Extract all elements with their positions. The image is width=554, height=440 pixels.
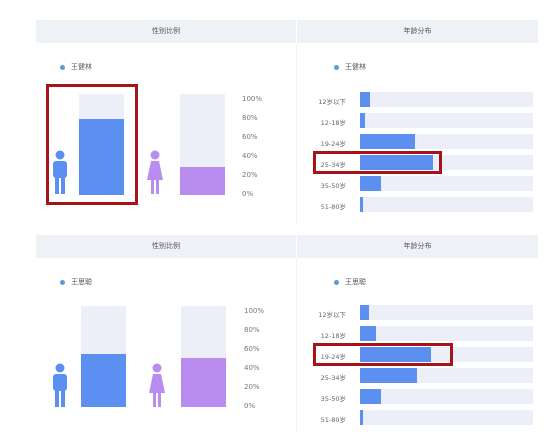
legend-dot-icon [334, 64, 339, 70]
legend-label: 王思聪 [71, 278, 92, 286]
age-bar-fill [360, 113, 366, 128]
age-section-header: 年龄分布 [297, 235, 538, 258]
age-label: 12岁以下 [318, 311, 346, 319]
age-label: 51-80岁 [320, 203, 346, 211]
female-person-icon [146, 150, 164, 194]
section-divider [296, 258, 297, 433]
legend-dot-icon [60, 279, 65, 285]
gender-section-header: 性别比例 [36, 235, 296, 258]
age-bar-fill [360, 92, 371, 107]
age-legend[interactable]: 王健林 [334, 62, 366, 72]
age-bar-track[interactable] [360, 326, 533, 341]
age-label: 35-50岁 [320, 182, 346, 190]
age-bar-fill [360, 410, 364, 425]
legend-label: 王健林 [71, 63, 92, 71]
age-highlight-box [313, 343, 453, 366]
age-bar-fill [360, 197, 364, 212]
age-highlight-box [313, 151, 442, 174]
y-tick-label: 0% [242, 190, 254, 198]
y-tick-label: 100% [242, 95, 263, 103]
age-label: 25-34岁 [320, 374, 346, 382]
male-bar-fill [81, 354, 126, 407]
age-bar-fill [360, 155, 433, 170]
age-bar-track[interactable] [360, 92, 533, 107]
female-person-icon [148, 363, 166, 407]
age-section-title: 年龄分布 [403, 242, 432, 250]
gender-section-header: 性别比例 [36, 20, 296, 43]
age-chart-1: 12岁以下 12-18岁 19-24岁 25-34岁 35-50岁 51-80岁 [300, 92, 538, 222]
y-tick-label: 60% [242, 133, 258, 141]
age-bar-track[interactable] [360, 155, 533, 170]
female-bar-fill [180, 166, 225, 195]
y-tick-label: 0% [244, 402, 256, 410]
gender-section-title: 性别比例 [152, 242, 180, 250]
legend-label: 王健林 [345, 63, 366, 71]
female-bar[interactable] [181, 306, 226, 407]
age-label: 12岁以下 [318, 98, 346, 106]
age-bar-fill [360, 305, 369, 320]
age-label: 51-80岁 [320, 416, 346, 424]
legend-dot-icon [334, 279, 339, 285]
y-tick-label: 60% [244, 345, 260, 353]
gender-section-title: 性别比例 [152, 27, 180, 35]
y-tick-label: 100% [244, 307, 265, 315]
y-tick-label: 40% [242, 152, 258, 160]
age-label: 12-18岁 [320, 332, 346, 340]
y-tick-label: 40% [244, 364, 260, 372]
age-bar-track[interactable] [360, 347, 533, 362]
age-bar-track[interactable] [360, 389, 533, 404]
male-person-icon [51, 363, 69, 407]
age-bar-track[interactable] [360, 134, 533, 149]
age-bar-fill [360, 347, 431, 362]
gender-legend[interactable]: 王思聪 [60, 277, 92, 287]
section-divider [296, 43, 297, 223]
female-bar[interactable] [180, 94, 225, 195]
age-bar-fill [360, 389, 381, 404]
male-bar[interactable] [81, 306, 126, 407]
age-bar-track[interactable] [360, 368, 533, 383]
age-bar-fill [360, 368, 418, 383]
y-tick-label: 80% [242, 114, 258, 122]
male-highlight-box [46, 84, 138, 205]
age-label: 19-24岁 [320, 353, 346, 361]
male-person-icon [51, 150, 69, 194]
y-tick-label: 20% [244, 383, 260, 391]
age-bar-track[interactable] [360, 113, 533, 128]
male-bar[interactable] [79, 94, 124, 195]
age-label: 19-24岁 [320, 140, 346, 148]
age-bar-track[interactable] [360, 410, 533, 425]
age-label: 35-50岁 [320, 395, 346, 403]
age-chart-2: 12岁以下 12-18岁 19-24岁 25-34岁 35-50岁 51-80岁 [300, 305, 538, 435]
age-label: 25-34岁 [320, 161, 346, 169]
age-bar-track[interactable] [360, 176, 533, 191]
age-bar-fill [360, 134, 416, 149]
y-tick-label: 20% [242, 171, 258, 179]
legend-dot-icon [60, 64, 65, 70]
y-tick-label: 80% [244, 326, 260, 334]
age-legend[interactable]: 王思聪 [334, 277, 366, 287]
gender-legend[interactable]: 王健林 [60, 62, 92, 72]
male-bar-fill [79, 119, 124, 195]
age-bar-fill [360, 326, 376, 341]
age-section-title: 年龄分布 [403, 27, 432, 35]
age-bar-track[interactable] [360, 305, 533, 320]
age-bar-track[interactable] [360, 197, 533, 212]
legend-label: 王思聪 [345, 278, 366, 286]
age-section-header: 年龄分布 [297, 20, 538, 43]
age-label: 12-18岁 [320, 119, 346, 127]
female-bar-fill [181, 357, 226, 407]
age-bar-fill [360, 176, 381, 191]
